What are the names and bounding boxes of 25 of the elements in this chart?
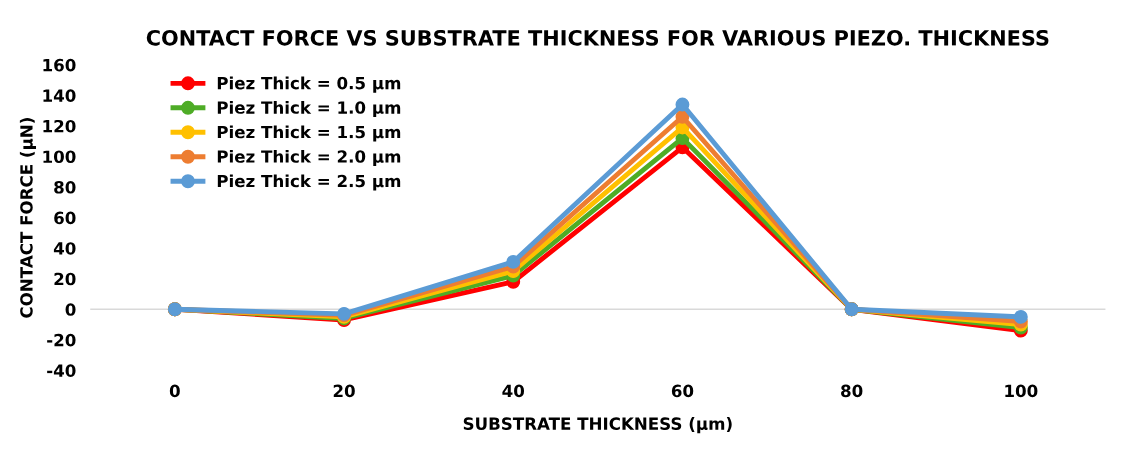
y-tick-label: -40 [47,364,76,377]
y-tick-label: 60 [54,211,76,225]
y-axis-title: CONTACT FORCE (µN) [19,118,37,318]
x-tick-label: 40 [502,384,525,398]
x-tick-label: 80 [841,384,863,398]
legend-label: Piez Thick = 1.5 µm [217,125,401,142]
legend-label: Piez Thick = 2.5 µm [217,174,401,191]
y-tick-label: 40 [53,242,76,255]
y-tick-label: 0 [65,303,76,316]
y-tick-label: 160 [43,58,76,72]
y-tick-label: 120 [43,119,76,133]
x-tick-label: 0 [169,384,180,398]
y-tick-label: 140 [43,89,76,102]
legend-label: Piez Thick = 1.0 µm [217,100,401,118]
x-tick-label: 20 [333,384,355,398]
y-tick-label: 80 [54,181,76,194]
chart-title: CONTACT FORCE VS SUBSTRATE THICKNESS FOR VARIOUS PIEZO. THICKNESS [146,29,1049,46]
y-tick-label: -20 [47,333,76,347]
x-axis-title: SUBSTRATE THICKNESS (µm) [463,417,732,434]
x-tick-label: 100 [1005,384,1038,398]
legend-label: Piez Thick = 0.5 µm [217,76,401,93]
y-tick-label: 20 [54,272,76,286]
x-tick-label: 60 [671,384,694,398]
legend-label: Piez Thick = 2.0 µm [217,149,401,167]
y-tick-label: 100 [43,150,76,164]
